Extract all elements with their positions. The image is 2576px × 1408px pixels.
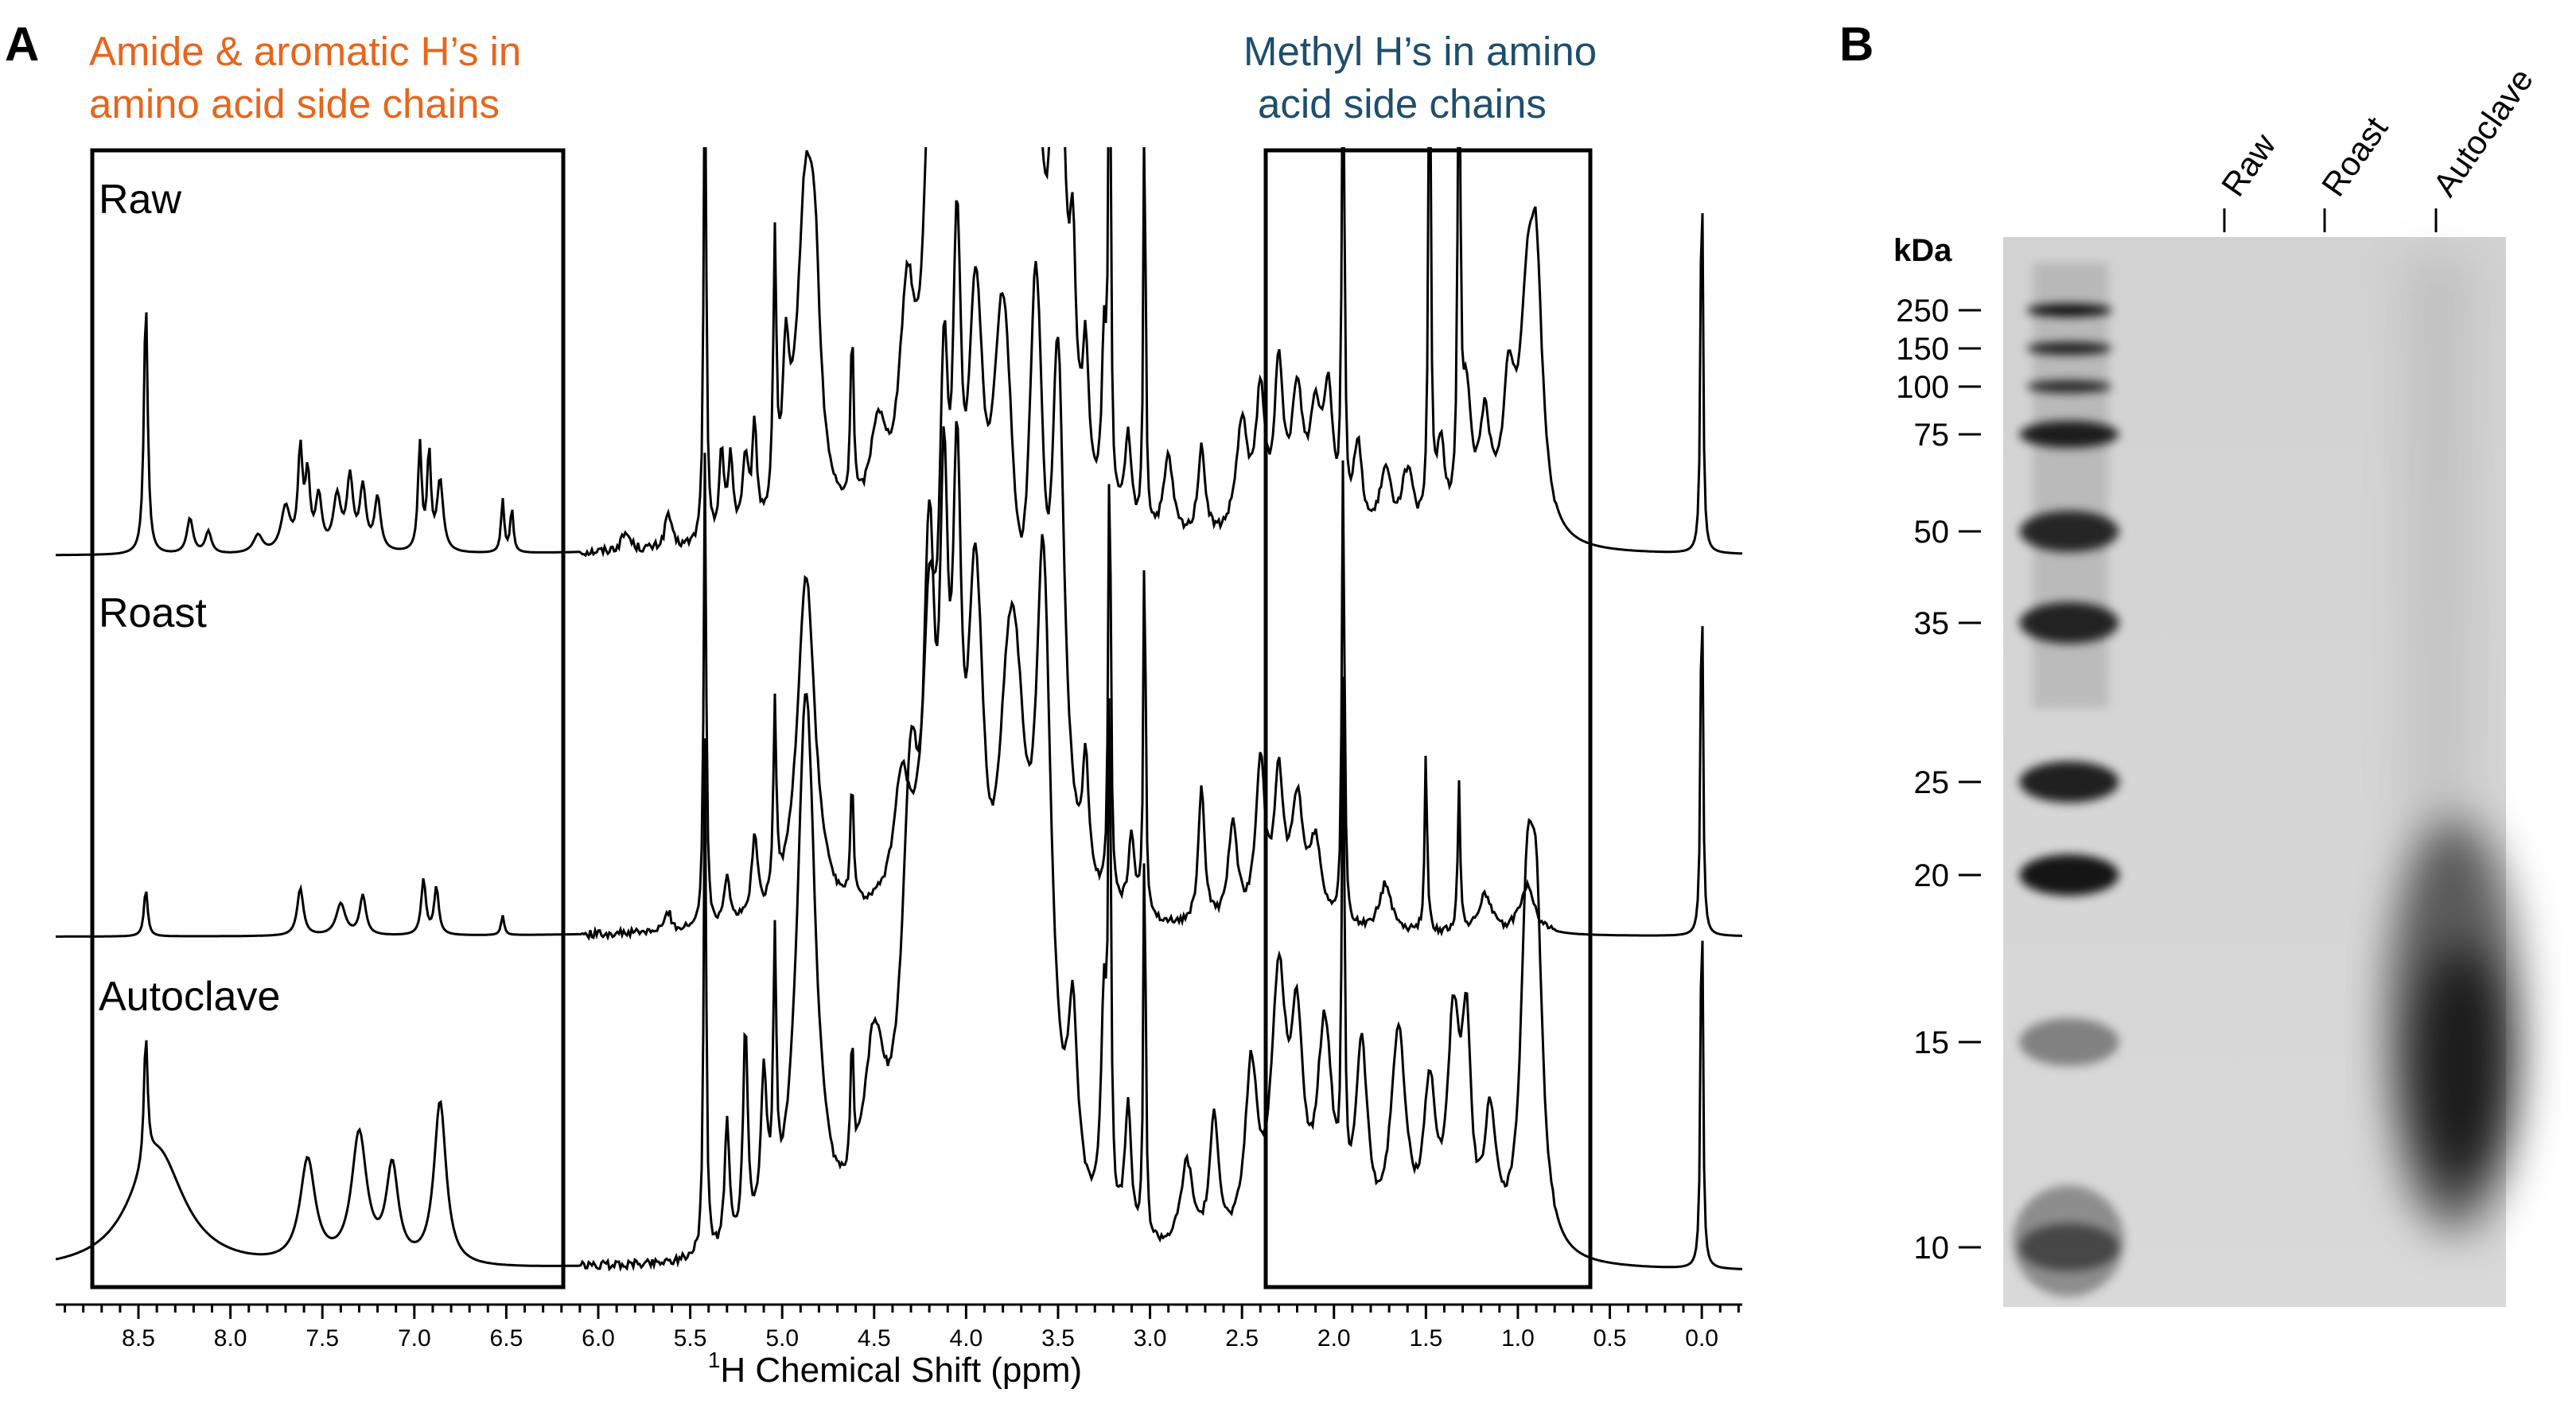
methyl-annotation-line2: acid side chains (1258, 81, 1547, 126)
raw-spectrum-label: Raw (99, 177, 181, 223)
x-tick-label: 2.0 (1317, 1325, 1351, 1352)
amide-annotation-line1: Amide & aromatic H’s in (89, 29, 521, 74)
autoclave-smear (2387, 255, 2522, 1233)
x-axis-title-superscript: 1 (708, 1348, 721, 1372)
x-tick-label: 7.0 (398, 1325, 431, 1352)
mw-label: 250 (1896, 294, 1949, 329)
x-tick-label: 3.5 (1041, 1325, 1075, 1352)
roast-spectrum-label: Roast (99, 590, 207, 636)
x-tick-label: 6.0 (582, 1325, 615, 1352)
mw-label: 35 (1914, 606, 1950, 641)
panel-b-label: B (1839, 18, 1874, 71)
x-tick-label: 5.0 (765, 1325, 799, 1352)
x-tick-label: 3.0 (1134, 1325, 1167, 1352)
x-tick-label: 2.5 (1225, 1325, 1259, 1352)
lane-label: Roast (2314, 110, 2395, 203)
x-axis-title-text: H Chemical Shift (ppm) (720, 1351, 1082, 1390)
amide-annotation-line2: amino acid side chains (89, 81, 500, 126)
raw-spectrum-line (56, 147, 1743, 558)
ladder-band (2019, 854, 2119, 896)
mw-label: 15 (1914, 1025, 1950, 1060)
x-tick-label: 4.5 (858, 1325, 891, 1352)
x-tick-label: 1.0 (1501, 1325, 1535, 1352)
roast-spectrum-line (56, 200, 1742, 942)
ladder-band (2019, 761, 2119, 803)
mw-label: 50 (1914, 515, 1950, 550)
autoclave-spectrum-label: Autoclave (99, 974, 280, 1020)
panel-a-label: A (5, 18, 39, 71)
lane-label: Raw (2214, 126, 2283, 203)
amide-region-box (90, 148, 566, 1289)
ladder-bands (2013, 263, 2124, 1297)
x-tick-label: 1.5 (1409, 1325, 1442, 1352)
methyl-annotation-line1: Methyl H’s in amino (1243, 29, 1597, 74)
mw-label: 10 (1914, 1231, 1950, 1266)
x-tick-label: 4.0 (950, 1325, 983, 1352)
ladder-lane-shade (2033, 263, 2108, 708)
lane-labels: Raw Roast Autoclave (2214, 61, 2540, 232)
kda-label: kDa (1893, 233, 1952, 268)
x-tick-label: 8.5 (122, 1325, 155, 1352)
mw-label: 75 (1914, 418, 1950, 453)
autoclave-spectrum-line (56, 421, 1742, 1272)
ladder-bottom-smear (2013, 1185, 2124, 1297)
x-axis: 8.5 8.0 7.5 7.0 6.5 6.0 5.5 5.0 4.5 4.0 3.5 3.0 2.5 2… (56, 1303, 1742, 1352)
x-tick-label: 0.5 (1593, 1325, 1627, 1352)
x-tick-label: 7.5 (305, 1325, 339, 1352)
x-axis-title: 1H Chemical Shift (ppm) (708, 1348, 1082, 1390)
mw-label: 100 (1896, 370, 1949, 405)
x-tick-label: 8.0 (214, 1325, 247, 1352)
mw-label: 25 (1914, 765, 1950, 800)
x-tick-label: 0.0 (1685, 1325, 1718, 1352)
ladder-band (2019, 1018, 2119, 1066)
x-tick-label: 6.5 (490, 1325, 523, 1352)
mw-label: 20 (1914, 858, 1950, 893)
x-tick-label: 5.5 (674, 1325, 707, 1352)
gel-image (2003, 237, 2522, 1307)
autoclave-smear-peak (2415, 947, 2510, 1185)
mw-label: 150 (1896, 332, 1949, 367)
methyl-region-box (1263, 148, 1593, 1289)
nmr-spectra (56, 147, 1743, 1272)
lane-label: Autoclave (2426, 61, 2540, 203)
